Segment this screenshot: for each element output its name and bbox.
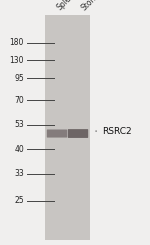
- Text: 70: 70: [14, 96, 24, 105]
- Text: 25: 25: [14, 196, 24, 205]
- Text: 180: 180: [10, 38, 24, 47]
- Bar: [88, 15, 90, 240]
- Bar: [83, 15, 86, 240]
- Bar: [79, 15, 81, 240]
- Bar: [85, 15, 88, 240]
- Text: RSRC2: RSRC2: [96, 127, 132, 135]
- Text: 95: 95: [14, 74, 24, 83]
- Text: 33: 33: [14, 170, 24, 178]
- Text: 40: 40: [14, 145, 24, 154]
- Bar: [70, 15, 72, 240]
- Bar: [65, 15, 68, 240]
- Text: 53: 53: [14, 121, 24, 129]
- Bar: [76, 15, 79, 240]
- Bar: [50, 15, 52, 240]
- Bar: [54, 15, 56, 240]
- Bar: [81, 15, 83, 240]
- Bar: [47, 15, 50, 240]
- Bar: [45, 15, 90, 240]
- Bar: [61, 15, 63, 240]
- Bar: [74, 15, 76, 240]
- Bar: [52, 15, 54, 240]
- Bar: [58, 15, 61, 240]
- Text: Stomach: Stomach: [80, 0, 110, 12]
- Bar: [68, 15, 70, 240]
- Text: Spleen: Spleen: [56, 0, 80, 12]
- Bar: [56, 15, 58, 240]
- FancyBboxPatch shape: [47, 130, 67, 138]
- Bar: [45, 15, 47, 240]
- Bar: [72, 15, 74, 240]
- Bar: [63, 15, 65, 240]
- FancyBboxPatch shape: [68, 129, 88, 138]
- Text: 130: 130: [9, 56, 24, 64]
